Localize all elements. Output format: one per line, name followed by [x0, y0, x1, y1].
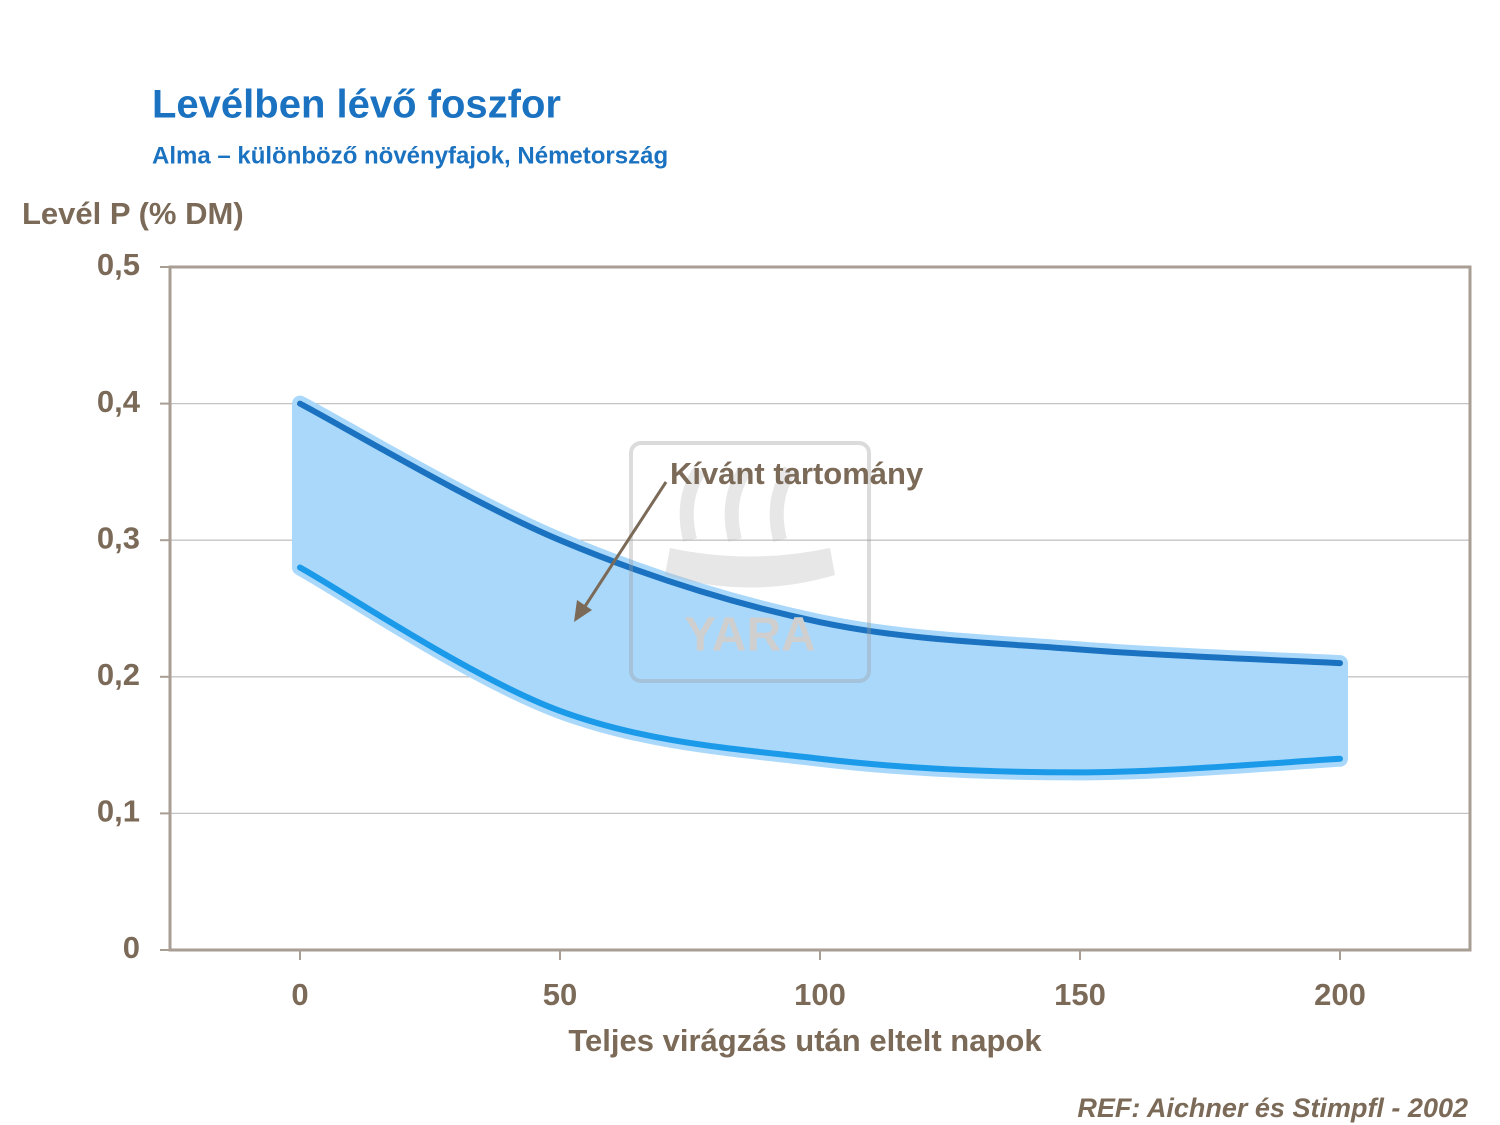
- arrow-head: [574, 600, 592, 622]
- x-tick-label: 100: [794, 977, 846, 1012]
- x-tick-label: 200: [1314, 977, 1366, 1012]
- annotation-arrow: [578, 481, 668, 615]
- watermark-logo: [629, 441, 871, 683]
- y-tick-label: 0: [123, 930, 140, 965]
- y-tick-label: 0,4: [97, 384, 141, 419]
- series-line: [297, 564, 1343, 776]
- logo-ship: [665, 548, 835, 588]
- chart-title: Levélben lévő foszfor: [152, 83, 561, 127]
- source: REF: Aichner és Stimpfl - 2002: [1077, 1093, 1468, 1123]
- y-tick-label: 0,3: [97, 520, 140, 555]
- logo-sails: [679, 466, 796, 542]
- y-tick-label: 0,5: [97, 247, 140, 282]
- x-tick-label: 50: [543, 977, 577, 1012]
- annotation: Kívánt tartomány: [670, 456, 924, 491]
- x-tick-label: 150: [1054, 977, 1106, 1012]
- watermark-text: YARA: [684, 609, 816, 662]
- x-axis-label: Teljes virágzás után eltelt napok: [568, 1023, 1042, 1058]
- logo-frame: [629, 441, 871, 683]
- chart-subtitle: Alma – különböző növényfajok, Németorszá…: [152, 142, 668, 169]
- series-line: [297, 400, 1343, 667]
- y-tick-label: 0,1: [97, 794, 140, 829]
- y-axis-label: Levél P (% DM): [22, 196, 244, 231]
- x-tick-label: 0: [291, 977, 308, 1012]
- y-tick-label: 0,2: [97, 657, 140, 692]
